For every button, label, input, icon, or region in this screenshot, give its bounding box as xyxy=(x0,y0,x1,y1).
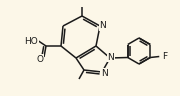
Text: N: N xyxy=(100,22,106,31)
Text: N: N xyxy=(108,53,114,62)
Text: N: N xyxy=(101,69,107,77)
Text: F: F xyxy=(162,52,167,61)
Text: O: O xyxy=(37,55,44,63)
Text: HO: HO xyxy=(24,36,38,46)
